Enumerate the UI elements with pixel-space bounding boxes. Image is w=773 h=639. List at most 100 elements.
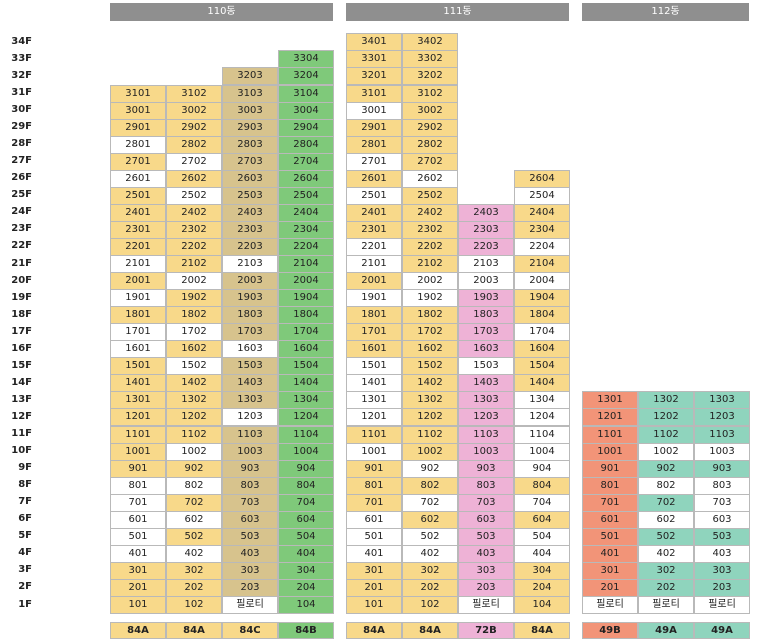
unit-cell: 1902 [166, 289, 222, 308]
unit-cell: 201 [346, 578, 402, 597]
unit-cell: 2802 [166, 135, 222, 154]
unit-cell: 1203 [694, 408, 750, 427]
unit-type-label: 84A [346, 622, 402, 639]
unit-cell: 1001 [582, 442, 638, 461]
building-header: 112동 [582, 3, 749, 21]
unit-cell: 101 [346, 596, 402, 614]
unit-cell: 2002 [402, 272, 458, 291]
unit-cell: 2701 [346, 152, 402, 171]
floor-label: 23F [11, 223, 32, 235]
unit-cell: 2403 [222, 203, 278, 222]
unit-cell: 1701 [346, 323, 402, 342]
unit-cell: 1501 [346, 357, 402, 376]
unit-cell: 1403 [458, 374, 514, 393]
unit-cell: 2002 [166, 272, 222, 291]
unit-cell: 303 [458, 561, 514, 580]
unit-cell: 2103 [458, 255, 514, 273]
unit-cell: 2901 [346, 118, 402, 137]
unit-cell: 2602 [402, 169, 458, 188]
unit-cell: 2401 [346, 203, 402, 222]
unit-cell: 203 [222, 578, 278, 597]
unit-cell: 304 [278, 561, 334, 580]
unit-cell: 1001 [110, 442, 166, 461]
unit-cell: 203 [694, 578, 750, 597]
floor-label: 16F [11, 342, 32, 354]
unit-type-label: 84B [278, 622, 334, 639]
unit-cell: 502 [638, 527, 694, 546]
unit-cell: 601 [346, 510, 402, 529]
unit-type-label: 84A [514, 622, 570, 639]
unit-cell: 2203 [458, 237, 514, 256]
unit-cell: 602 [402, 510, 458, 529]
floor-label: 20F [11, 274, 32, 286]
unit-cell: 1101 [582, 425, 638, 444]
unit-cell: 404 [514, 544, 570, 563]
unit-cell: 2101 [110, 255, 166, 273]
unit-cell: 3003 [222, 101, 278, 120]
unit-cell: 3201 [346, 67, 402, 86]
unit-cell: 1903 [222, 289, 278, 308]
unit-type-label: 84C [222, 622, 278, 639]
unit-cell: 1201 [582, 408, 638, 427]
unit-cell: 1201 [346, 408, 402, 427]
floor-label: 8F [18, 479, 32, 491]
unit-cell: 2703 [222, 152, 278, 171]
unit-cell: 1401 [110, 374, 166, 393]
unit-cell: 2502 [166, 186, 222, 205]
unit-cell: 301 [346, 561, 402, 580]
unit-cell: 2404 [278, 203, 334, 222]
floor-label: 31F [11, 87, 32, 98]
unit-cell: 1704 [278, 323, 334, 342]
unit-cell: 2903 [222, 118, 278, 137]
unit-cell: 403 [458, 544, 514, 563]
unit-cell: 501 [582, 527, 638, 546]
unit-cell: 301 [110, 561, 166, 580]
unit-cell: 1102 [166, 425, 222, 444]
unit-cell: 2704 [278, 152, 334, 171]
floor-label: 9F [18, 462, 32, 474]
unit-cell: 1102 [402, 425, 458, 444]
unit-cell: 3101 [346, 84, 402, 103]
unit-cell: 702 [166, 493, 222, 512]
unit-cell: 603 [694, 510, 750, 529]
unit-cell: 1202 [638, 408, 694, 427]
unit-cell: 1802 [402, 306, 458, 325]
unit-cell: 2502 [402, 186, 458, 205]
unit-cell: 1803 [458, 306, 514, 325]
unit-cell: 1703 [222, 323, 278, 342]
unit-cell: 901 [346, 459, 402, 478]
unit-cell: 2801 [346, 135, 402, 154]
unit-cell: 1503 [222, 357, 278, 376]
unit-cell: 2104 [514, 255, 570, 273]
unit-cell: 902 [402, 459, 458, 478]
unit-cell: 1703 [458, 323, 514, 342]
floor-label: 2F [18, 581, 32, 593]
unit-cell: 704 [514, 493, 570, 512]
unit-cell: 703 [694, 493, 750, 512]
unit-cell: 1002 [402, 442, 458, 461]
unit-cell: 2201 [346, 237, 402, 256]
floor-label: 24F [11, 206, 32, 218]
unit-cell: 1801 [346, 306, 402, 325]
unit-cell: 필로티 [694, 596, 750, 614]
unit-cell: 703 [222, 493, 278, 512]
floor-label: 5F [18, 530, 32, 542]
unit-cell: 2402 [166, 203, 222, 222]
unit-cell: 801 [346, 476, 402, 495]
unit-cell: 2003 [458, 272, 514, 291]
unit-cell: 3204 [278, 67, 334, 86]
unit-cell: 2004 [278, 272, 334, 291]
unit-cell: 603 [222, 510, 278, 529]
unit-cell: 1904 [514, 289, 570, 308]
unit-cell: 501 [346, 527, 402, 546]
unit-cell: 1301 [346, 391, 402, 410]
unit-cell: 904 [514, 459, 570, 478]
unit-cell: 2001 [346, 272, 402, 291]
unit-cell: 1303 [458, 391, 514, 410]
unit-cell: 2801 [110, 135, 166, 154]
unit-cell: 1804 [278, 306, 334, 325]
floor-label: 11F [11, 428, 32, 439]
unit-cell: 302 [166, 561, 222, 580]
unit-cell: 3102 [402, 84, 458, 103]
unit-type-label: 84A [166, 622, 222, 639]
